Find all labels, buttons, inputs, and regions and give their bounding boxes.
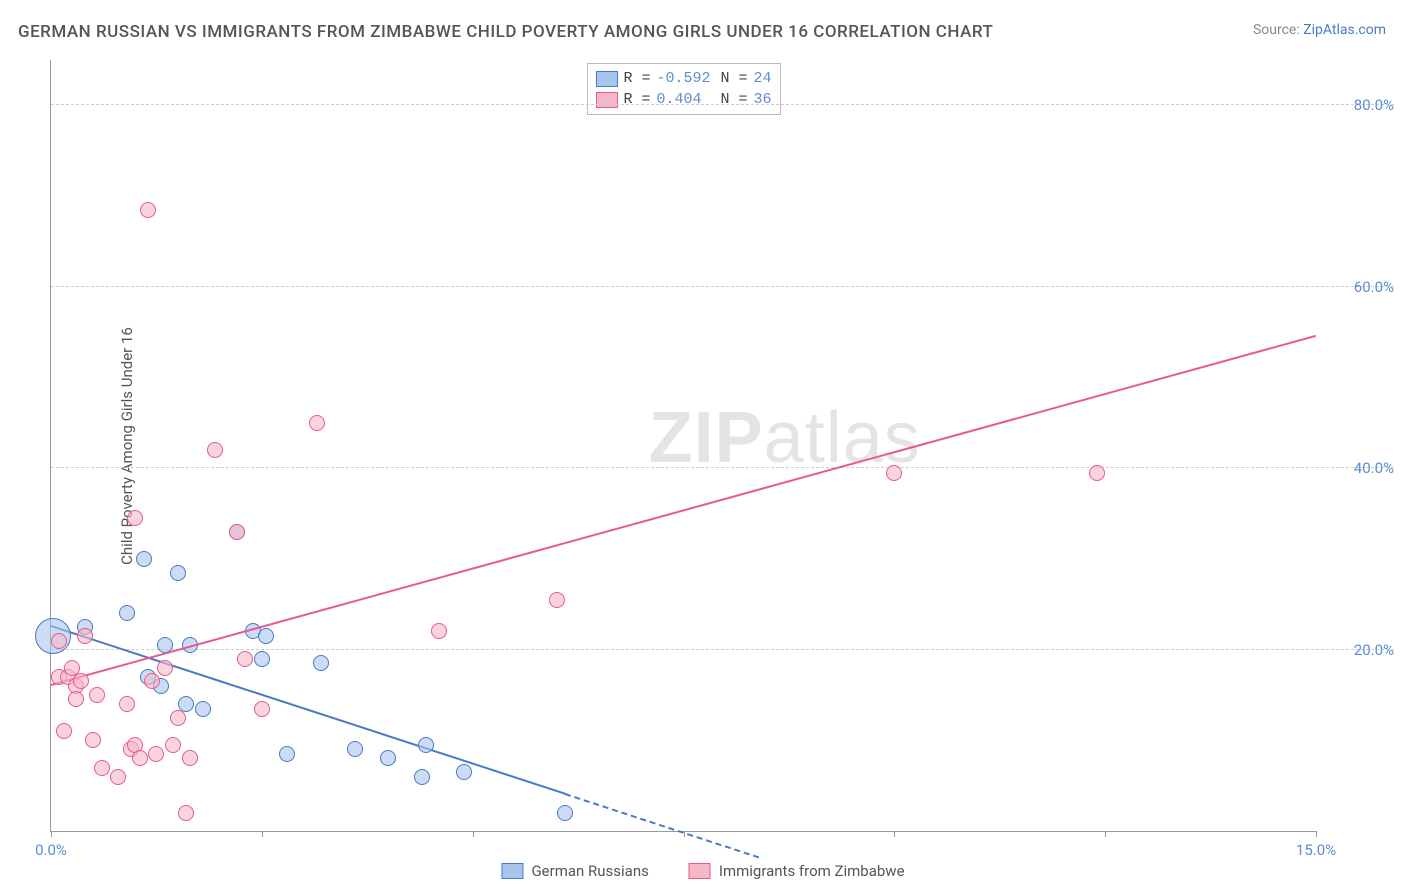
watermark-bold: ZIP [649,397,764,477]
n-label: N = [720,89,747,110]
scatter-point [309,415,325,431]
x-tick [473,831,474,837]
gridline [51,286,1394,287]
scatter-point [119,605,135,621]
r-label: R = [623,68,650,89]
scatter-point [140,202,156,218]
x-tick [1105,831,1106,837]
legend-label: Immigrants from Zimbabwe [719,862,905,880]
x-tick [894,831,895,837]
x-tick-label: 0.0% [35,841,67,859]
scatter-point [347,741,363,757]
scatter-point [132,750,148,766]
r-label: R = [623,89,650,110]
scatter-point [549,592,565,608]
scatter-point [73,673,89,689]
scatter-point [89,687,105,703]
legend-swatch-blue [501,863,523,879]
scatter-point [237,651,253,667]
x-tick [1316,831,1317,837]
scatter-point [170,710,186,726]
scatter-point [165,737,181,753]
chart-title: GERMAN RUSSIAN VS IMMIGRANTS FROM ZIMBAB… [18,22,993,42]
scatter-point [195,701,211,717]
watermark: ZIPatlas [649,396,921,478]
scatter-point [178,805,194,821]
scatter-point [94,760,110,776]
scatter-point [418,737,434,753]
gridline [51,104,1394,105]
legend-item: German Russians [501,862,648,880]
legend-item: Immigrants from Zimbabwe [689,862,905,880]
scatter-point [148,746,164,762]
gridline [51,649,1394,650]
stat-legend-row: R = 0.404 N = 36 [595,89,771,110]
scatter-point [85,732,101,748]
scatter-point [56,723,72,739]
source-attribution: Source: ZipAtlas.com [1253,22,1386,38]
x-tick [51,831,52,837]
scatter-point [431,623,447,639]
trend-line [51,335,1317,686]
scatter-point [51,633,67,649]
scatter-point [380,750,396,766]
gridline [51,467,1394,468]
legend-swatch-pink [689,863,711,879]
y-tick-label: 80.0% [1324,96,1394,114]
n-value: 24 [754,68,772,89]
scatter-point [456,764,472,780]
y-tick-label: 60.0% [1324,278,1394,296]
n-value: 36 [754,89,772,110]
scatter-point [68,691,84,707]
scatter-point [414,769,430,785]
scatter-point [254,651,270,667]
n-label: N = [720,68,747,89]
scatter-point [144,673,160,689]
scatter-point [886,465,902,481]
r-value: 0.404 [656,89,714,110]
trend-line [565,793,760,858]
r-value: -0.592 [656,68,714,89]
x-tick [262,831,263,837]
stat-legend-row: R = -0.592 N = 24 [595,68,771,89]
scatter-point [557,805,573,821]
y-tick-label: 20.0% [1324,641,1394,659]
scatter-point [258,628,274,644]
stat-legend: R = -0.592 N = 24 R = 0.404 N = 36 [586,63,780,115]
bottom-legend: German Russians Immigrants from Zimbabwe [501,862,904,880]
legend-label: German Russians [531,862,648,880]
legend-swatch-blue [595,71,617,87]
plot-area: ZIPatlas R = -0.592 N = 24 R = 0.404 N =… [50,60,1316,832]
y-tick-label: 40.0% [1324,459,1394,477]
x-tick-label: 15.0% [1296,841,1336,859]
scatter-point [1089,465,1105,481]
scatter-point [119,696,135,712]
scatter-point [77,628,93,644]
scatter-point [182,750,198,766]
source-prefix: Source: [1253,22,1303,38]
scatter-point [313,655,329,671]
scatter-point [127,510,143,526]
scatter-point [207,442,223,458]
scatter-point [229,524,245,540]
scatter-point [170,565,186,581]
scatter-point [279,746,295,762]
scatter-point [136,551,152,567]
scatter-point [157,660,173,676]
scatter-point [110,769,126,785]
source-link[interactable]: ZipAtlas.com [1303,22,1386,38]
scatter-point [254,701,270,717]
